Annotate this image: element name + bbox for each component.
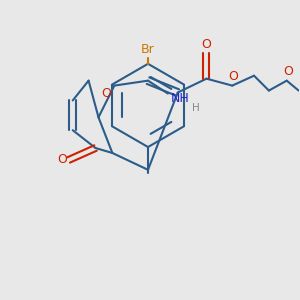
Text: O: O: [101, 87, 111, 100]
Text: O: O: [228, 70, 238, 83]
Text: O: O: [283, 65, 293, 78]
Text: O: O: [202, 38, 212, 52]
Text: NH: NH: [170, 92, 189, 105]
Text: O: O: [57, 153, 67, 167]
Text: H: H: [192, 103, 200, 113]
Text: Br: Br: [141, 44, 155, 56]
